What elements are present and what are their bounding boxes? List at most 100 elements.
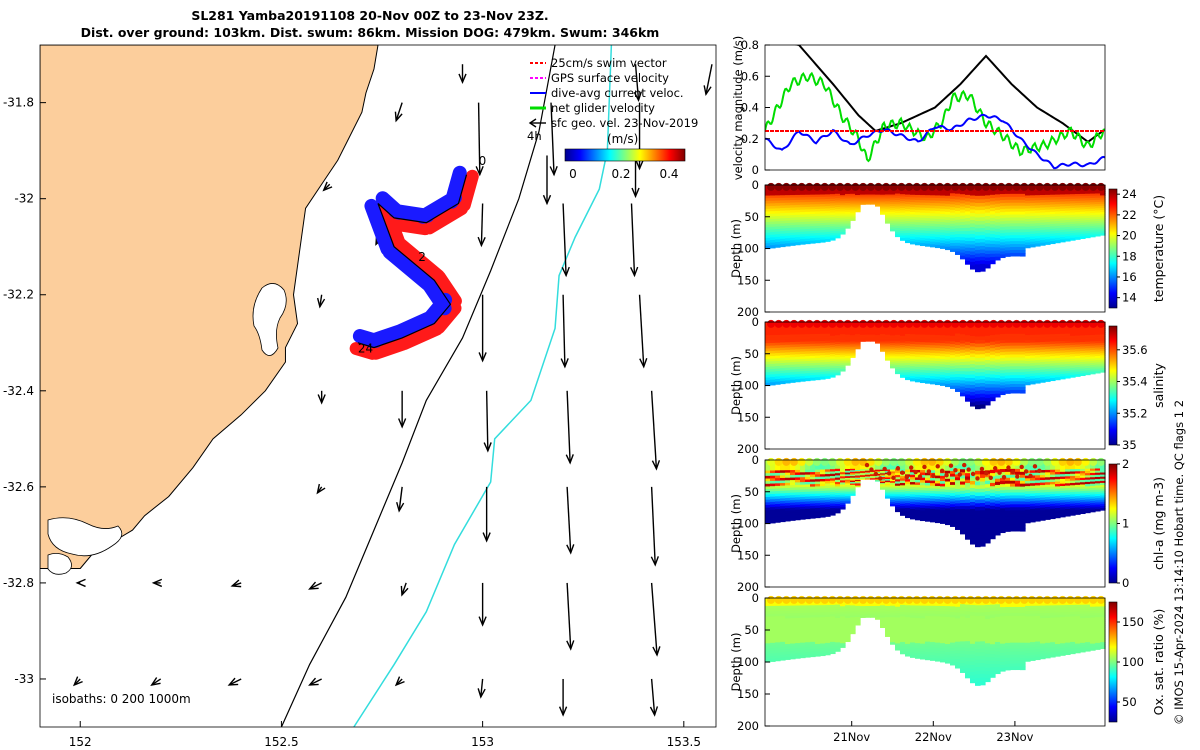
section-cell — [1010, 360, 1016, 364]
section-cell — [1045, 339, 1051, 343]
section-cell — [765, 512, 771, 517]
section-cell — [775, 506, 781, 510]
section-cell — [1080, 362, 1086, 365]
section-cell — [875, 330, 881, 333]
section-cell — [970, 230, 976, 235]
section-cell — [965, 247, 971, 252]
section-cell — [880, 464, 886, 467]
section-cell — [860, 197, 866, 199]
section-cell — [815, 341, 821, 345]
section-cell — [1100, 203, 1106, 207]
section-cell — [1100, 232, 1106, 236]
section-cell — [995, 209, 1001, 214]
track-time-label: 0 — [479, 154, 487, 168]
section-cell — [980, 506, 986, 511]
section-cell — [885, 486, 891, 490]
section-cell — [1020, 492, 1026, 497]
section-cell — [830, 370, 836, 374]
section-surface-dot — [790, 319, 799, 328]
section-cell — [870, 198, 876, 200]
section-cell — [1045, 326, 1051, 331]
section-cell — [925, 475, 931, 479]
section-cell — [1070, 221, 1076, 225]
section-cell — [825, 206, 831, 210]
section-cell — [815, 372, 821, 376]
section-cell — [875, 467, 881, 469]
section-cell — [1035, 190, 1041, 194]
section-cell — [915, 479, 921, 483]
section-cell — [1045, 351, 1051, 355]
section-cell — [880, 206, 886, 209]
section-cell — [1085, 189, 1091, 193]
section-cell — [970, 265, 976, 270]
section-cell — [1035, 513, 1041, 517]
section-surface-dot — [828, 182, 837, 191]
section-surface-dot — [813, 182, 822, 191]
section-cell — [945, 206, 951, 210]
section-cell — [1050, 189, 1056, 193]
section-cell — [975, 521, 981, 526]
section-cell — [1010, 480, 1016, 485]
section-cell — [870, 339, 876, 341]
section-cell — [880, 473, 886, 476]
section-cell — [1015, 381, 1021, 385]
section-cell — [1025, 376, 1031, 381]
section-cell — [800, 358, 806, 362]
section-cell — [950, 201, 956, 205]
section-cell — [995, 503, 1001, 508]
section-cell — [815, 206, 821, 210]
section-cell — [775, 239, 781, 243]
section-cell — [875, 331, 881, 334]
section-cell — [820, 486, 826, 490]
section-cell — [950, 471, 956, 475]
section-cell — [830, 203, 836, 207]
section-cell — [790, 190, 796, 194]
section-cell — [995, 472, 1001, 477]
section-cell — [1060, 343, 1066, 347]
section-cell — [785, 200, 791, 204]
section-cell — [890, 228, 896, 232]
section-cell — [765, 340, 771, 344]
section-cell — [1060, 196, 1066, 200]
section-cell — [915, 192, 921, 196]
section-cell — [805, 516, 811, 520]
section-cell — [960, 530, 966, 535]
section-cell — [900, 351, 906, 355]
section-cell — [945, 335, 951, 339]
section-cell — [825, 194, 831, 198]
section-cell — [1065, 359, 1071, 363]
section-cell — [995, 225, 1001, 230]
section-cell — [1015, 363, 1021, 367]
section-cell — [1070, 342, 1076, 346]
section-cell — [960, 466, 966, 470]
section-cell — [865, 470, 871, 472]
section-cell — [1070, 233, 1076, 237]
section-cell — [920, 515, 926, 519]
section-cell — [850, 190, 856, 193]
section-cell — [1050, 464, 1056, 468]
section-cell — [815, 225, 821, 229]
section-cell — [880, 210, 886, 213]
section-cell — [845, 343, 851, 346]
section-cell — [835, 473, 841, 476]
section-cell — [930, 508, 936, 513]
section-cell — [770, 208, 776, 212]
section-cell — [855, 196, 861, 198]
section-cell — [775, 360, 781, 365]
section-cell — [950, 520, 956, 525]
section-cell — [1080, 216, 1086, 219]
section-cell — [805, 496, 811, 500]
section-cell — [1080, 335, 1086, 339]
section-cell — [990, 364, 996, 369]
section-cell — [910, 472, 916, 476]
section-cell — [850, 489, 856, 492]
section-cell — [925, 327, 931, 331]
section-cell — [1050, 219, 1056, 223]
section-cell — [1060, 338, 1066, 342]
section-cell — [835, 213, 841, 217]
section-cell — [985, 515, 991, 520]
section-cell — [995, 200, 1001, 205]
section-cell — [785, 207, 791, 211]
section-cell — [990, 338, 996, 343]
section-cell — [985, 198, 991, 203]
